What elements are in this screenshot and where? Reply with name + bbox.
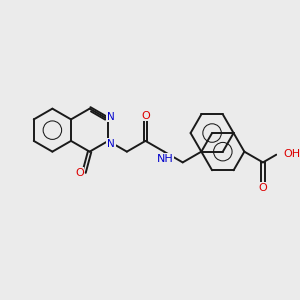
Text: N: N — [107, 139, 115, 149]
Text: O: O — [142, 110, 150, 121]
Text: NH: NH — [157, 154, 174, 164]
Text: O: O — [258, 183, 267, 193]
Text: O: O — [75, 168, 84, 178]
Text: OH: OH — [283, 148, 300, 159]
Text: N: N — [107, 112, 115, 122]
